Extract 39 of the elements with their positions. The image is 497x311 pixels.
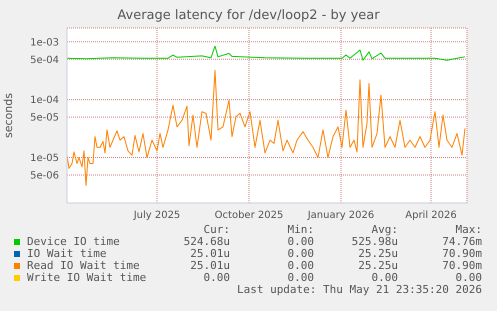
y-axis-title: seconds [2,92,15,138]
y-tick-label: 1e-05 [30,153,59,164]
text: 0.00 [454,271,482,284]
x-tick-label: July 2025 [132,210,180,222]
x-tick-label: April 2026 [405,210,457,222]
y-tick-label: 1e-04 [30,95,59,106]
legend-label: IO Wait time [26,247,108,260]
text: 74.76m [441,235,482,248]
text: 0.00 [370,271,398,284]
text: 0.00 [202,271,230,284]
text: Min: [286,223,314,236]
x-tick-label: October 2025 [214,210,284,222]
y-tick-label: 5e-06 [30,170,59,182]
text: 70.90m [441,247,482,260]
y-tick-label: 1e-03 [30,37,59,48]
text: Avg: [370,223,398,236]
text: Max: [454,223,482,236]
text: 70.90m [441,259,482,272]
legend-label: Read IO Wait time [26,259,141,272]
text: 25.25u [357,247,398,260]
chart-title: Average latency for /dev/loop2 - by year [116,8,381,23]
x-tick-label: January 2026 [306,210,374,222]
line-series [67,46,466,61]
legend-label: Write IO Wait time [26,271,148,284]
line-series [67,70,466,186]
legend-label: Device IO time [26,235,121,248]
y-tick-label: 5e-05 [30,112,59,124]
text: 0.00 [286,247,314,260]
y-tick-label: 5e-04 [30,54,59,66]
text: 0.00 [286,271,314,284]
text: 25.01u [189,259,230,272]
text: 0.00 [286,235,314,248]
text: 25.01u [189,247,230,260]
text: 524.68u [182,235,230,248]
text: 25.25u [357,259,398,272]
text: 0.00 [286,259,314,272]
text: 525.98u [350,235,398,248]
text: Last update: Thu May 21 23:35:20 2026 [236,283,482,296]
text: Cur: [202,223,230,236]
